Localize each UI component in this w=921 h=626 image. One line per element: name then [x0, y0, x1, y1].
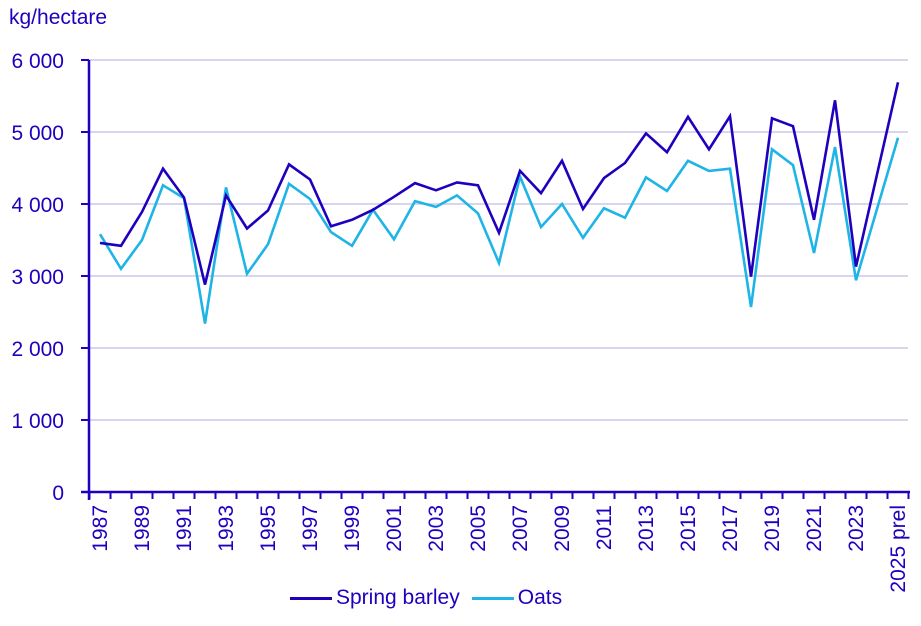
x-tick-label: 2015	[677, 505, 700, 552]
y-tick-label: 0	[52, 482, 64, 505]
series-line-oats	[98, 137, 900, 324]
x-tick-label: 2017	[719, 505, 742, 552]
x-axis: 1987 1989 1991 1993 1995 1997 1999 2001 2003 2005…	[81, 490, 910, 593]
series-line-spring-barley	[99, 82, 900, 285]
x-tick-label: 2003	[425, 505, 448, 552]
oats-swatch-icon	[471, 596, 514, 600]
legend-item-spring-barley: Spring barley	[290, 586, 460, 610]
x-tick-label: 2025 prel	[887, 505, 910, 593]
series-lines	[98, 82, 900, 324]
legend-item-oats: Oats	[471, 586, 563, 610]
legend-label: Oats	[517, 586, 563, 609]
x-tick-label: 1991	[173, 505, 196, 552]
x-tick-label: 1989	[131, 505, 154, 552]
y-tick-label: 4 000	[11, 194, 64, 217]
x-tick-label: 1993	[215, 505, 238, 552]
x-tick-label: 2007	[509, 505, 532, 552]
x-tick-label: 2021	[803, 505, 826, 552]
x-tick-label: 2005	[467, 505, 490, 552]
x-tick-label: 2001	[383, 505, 406, 552]
x-tick-label: 2019	[761, 505, 784, 552]
x-tick-label: 2009	[551, 505, 574, 552]
y-tick-label: 5 000	[11, 122, 64, 145]
y-axis-unit-label: kg/hectare	[9, 6, 108, 29]
legend-label: Spring barley	[336, 586, 460, 609]
gridlines	[89, 59, 908, 421]
x-tick-label: 1997	[299, 505, 322, 552]
spring-barley-swatch-icon	[290, 596, 332, 600]
x-tick-label: 1987	[89, 505, 112, 552]
y-tick-label: 1 000	[11, 410, 64, 433]
y-tick-label: 6 000	[11, 50, 64, 73]
y-tick-label: 3 000	[11, 266, 64, 289]
x-tick-label: 2023	[845, 505, 868, 552]
x-tick-label: 1999	[341, 505, 364, 552]
legend: Spring barley Oats	[290, 586, 574, 610]
y-axis: 0 1 000 2 000 3 000 4 000 5 000 6 000	[11, 50, 91, 505]
x-tick-label: 2011	[593, 505, 616, 550]
x-tick-label: 1995	[257, 505, 280, 552]
x-tick-label: 2013	[635, 505, 658, 552]
y-tick-label: 2 000	[11, 338, 64, 361]
